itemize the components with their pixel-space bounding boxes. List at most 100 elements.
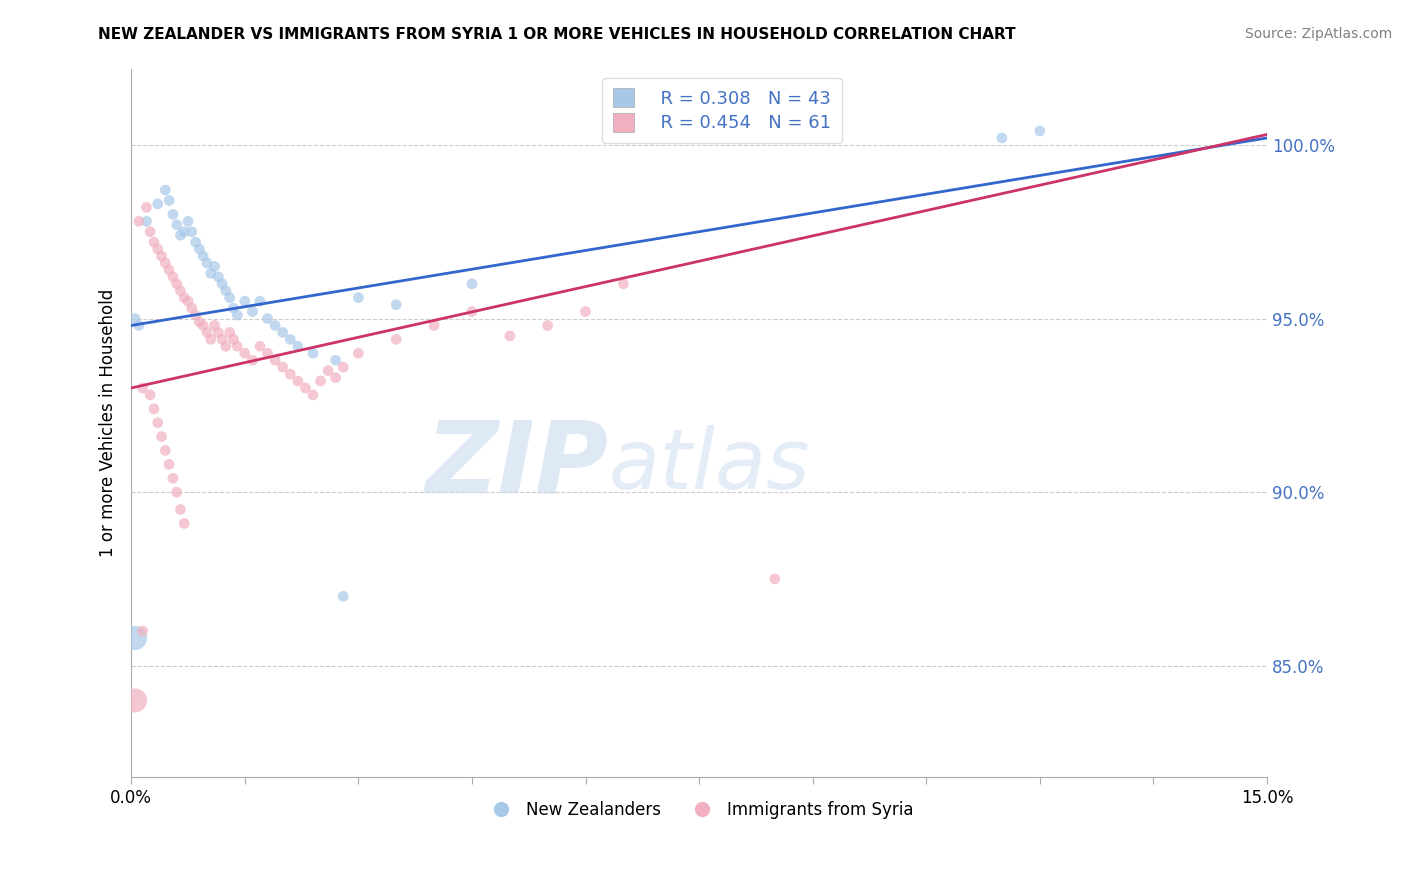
- Point: [146, 197, 169, 211]
- Point: [325, 370, 347, 384]
- Point: [162, 269, 184, 284]
- Point: [157, 458, 180, 472]
- Point: [195, 256, 218, 270]
- Point: [211, 332, 233, 346]
- Point: [278, 332, 301, 346]
- Point: [385, 332, 408, 346]
- Text: Source: ZipAtlas.com: Source: ZipAtlas.com: [1244, 27, 1392, 41]
- Point: [249, 339, 271, 353]
- Point: [169, 228, 191, 243]
- Point: [278, 367, 301, 381]
- Point: [177, 294, 200, 309]
- Point: [294, 381, 316, 395]
- Point: [180, 225, 202, 239]
- Point: [157, 194, 180, 208]
- Point: [461, 277, 484, 291]
- Point: [169, 502, 191, 516]
- Point: [226, 308, 249, 322]
- Point: [177, 214, 200, 228]
- Point: [124, 693, 146, 707]
- Point: [162, 207, 184, 221]
- Legend: New Zealanders, Immigrants from Syria: New Zealanders, Immigrants from Syria: [478, 794, 921, 825]
- Text: atlas: atlas: [609, 425, 810, 506]
- Point: [302, 388, 325, 402]
- Point: [215, 339, 238, 353]
- Point: [264, 318, 287, 333]
- Point: [991, 131, 1014, 145]
- Point: [188, 242, 211, 256]
- Point: [166, 277, 188, 291]
- Point: [218, 326, 240, 340]
- Point: [574, 304, 596, 318]
- Point: [499, 329, 522, 343]
- Point: [180, 301, 202, 315]
- Point: [215, 284, 238, 298]
- Point: [233, 294, 256, 309]
- Point: [612, 277, 634, 291]
- Point: [150, 249, 173, 263]
- Point: [188, 315, 211, 329]
- Point: [222, 332, 245, 346]
- Point: [184, 308, 207, 322]
- Point: [169, 284, 191, 298]
- Point: [139, 225, 162, 239]
- Point: [184, 235, 207, 249]
- Point: [155, 256, 177, 270]
- Point: [211, 277, 233, 291]
- Point: [256, 311, 278, 326]
- Point: [763, 572, 786, 586]
- Point: [461, 304, 484, 318]
- Point: [204, 318, 226, 333]
- Point: [242, 353, 264, 368]
- Point: [249, 294, 271, 309]
- Point: [271, 326, 294, 340]
- Point: [131, 624, 153, 638]
- Point: [155, 183, 177, 197]
- Point: [537, 318, 560, 333]
- Point: [124, 311, 146, 326]
- Point: [162, 471, 184, 485]
- Text: ZIP: ZIP: [425, 417, 609, 514]
- Point: [332, 590, 354, 604]
- Point: [271, 360, 294, 375]
- Point: [233, 346, 256, 360]
- Point: [166, 218, 188, 232]
- Point: [157, 263, 180, 277]
- Point: [200, 266, 222, 280]
- Point: [200, 332, 222, 346]
- Point: [423, 318, 446, 333]
- Point: [124, 631, 146, 645]
- Point: [332, 360, 354, 375]
- Point: [316, 363, 339, 377]
- Point: [347, 346, 370, 360]
- Point: [150, 429, 173, 443]
- Point: [218, 291, 240, 305]
- Point: [1029, 124, 1052, 138]
- Point: [385, 298, 408, 312]
- Point: [204, 260, 226, 274]
- Point: [222, 301, 245, 315]
- Point: [146, 416, 169, 430]
- Point: [139, 388, 162, 402]
- Point: [131, 381, 153, 395]
- Point: [155, 443, 177, 458]
- Point: [302, 346, 325, 360]
- Point: [309, 374, 332, 388]
- Point: [135, 214, 157, 228]
- Point: [166, 485, 188, 500]
- Point: [287, 374, 309, 388]
- Y-axis label: 1 or more Vehicles in Household: 1 or more Vehicles in Household: [100, 289, 117, 557]
- Point: [242, 304, 264, 318]
- Point: [128, 214, 150, 228]
- Point: [207, 269, 229, 284]
- Point: [173, 225, 195, 239]
- Point: [195, 326, 218, 340]
- Text: NEW ZEALANDER VS IMMIGRANTS FROM SYRIA 1 OR MORE VEHICLES IN HOUSEHOLD CORRELATI: NEW ZEALANDER VS IMMIGRANTS FROM SYRIA 1…: [98, 27, 1017, 42]
- Point: [193, 318, 215, 333]
- Point: [264, 353, 287, 368]
- Point: [226, 339, 249, 353]
- Point: [347, 291, 370, 305]
- Point: [143, 235, 166, 249]
- Point: [207, 326, 229, 340]
- Point: [135, 201, 157, 215]
